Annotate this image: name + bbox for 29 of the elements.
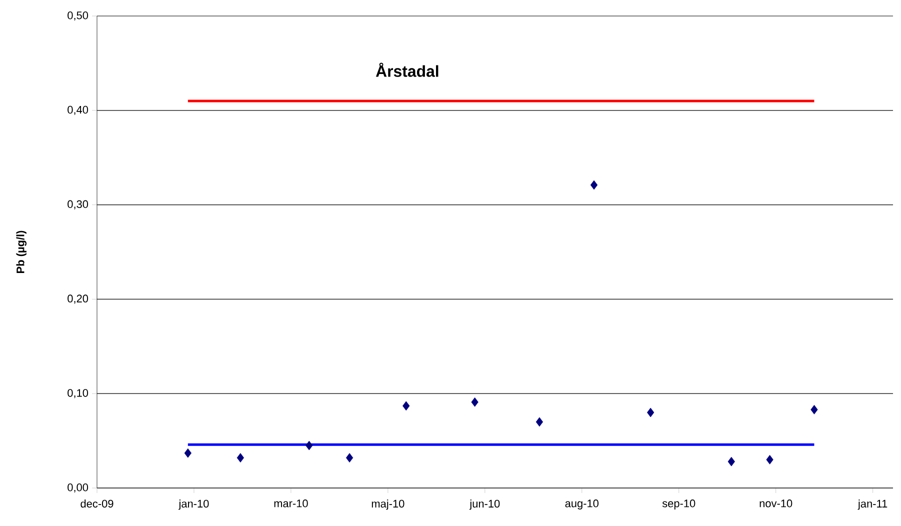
x-tick-label: maj-10 <box>372 500 404 510</box>
y-tick-label: 0,20 <box>68 294 88 304</box>
x-tick-label: jan-11 <box>858 500 888 510</box>
y-tick-label: 0,50 <box>68 11 88 21</box>
point <box>810 404 818 414</box>
x-tick-label: jun-10 <box>469 500 500 510</box>
point <box>590 180 598 190</box>
y-tick-label: 0,40 <box>68 106 88 115</box>
point <box>402 401 410 411</box>
point <box>346 453 354 462</box>
y-tick-label: 0,30 <box>68 200 88 210</box>
y-tick-label: 0,00 <box>68 483 88 493</box>
x-tick-label: dec-09 <box>80 500 114 508</box>
point <box>306 440 313 450</box>
x-tick-label: nov-10 <box>760 500 792 508</box>
y-tick-label: 0,10 <box>68 389 88 398</box>
x-tick-label: mar-10 <box>274 500 308 508</box>
point <box>236 453 244 462</box>
x-tick-label: jan-10 <box>178 500 209 510</box>
x-tick-label: aug-10 <box>565 500 598 510</box>
point <box>184 448 192 458</box>
point <box>471 397 478 407</box>
x-tick-label: sep-10 <box>662 500 696 510</box>
point <box>646 408 654 418</box>
y-axis-title: Pb (µg/l) <box>16 230 27 273</box>
point <box>766 454 774 464</box>
text: Årstadal <box>376 62 438 77</box>
point <box>728 456 735 466</box>
point <box>536 417 544 427</box>
